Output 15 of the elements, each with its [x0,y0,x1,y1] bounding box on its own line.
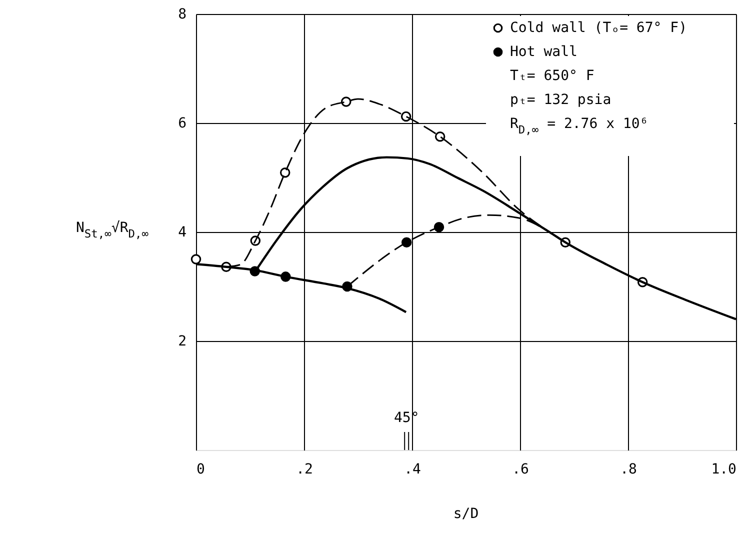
x-tick-label: 1.0 [711,462,736,478]
y-tick-label: 4 [178,224,186,240]
x-tick-label: .6 [512,462,529,478]
x-axis-title: s/D [453,506,479,522]
annotation: pₜ= 132 psia [510,92,612,108]
legend-label: Cold wall (Tₒ= 67° F) [510,20,688,36]
annotation: Tₜ= 650° F [510,68,594,84]
y-tick-label: 8 [178,6,186,22]
x-tick-label: 0 [196,462,205,478]
x-tick-label: .2 [296,462,313,478]
y-tick-label: 2 [178,334,186,350]
x-tick-label: .4 [404,462,421,478]
x-tick-label: .8 [620,462,637,478]
y-tick-label: 6 [178,116,186,132]
legend-label: Hot wall [510,44,578,60]
